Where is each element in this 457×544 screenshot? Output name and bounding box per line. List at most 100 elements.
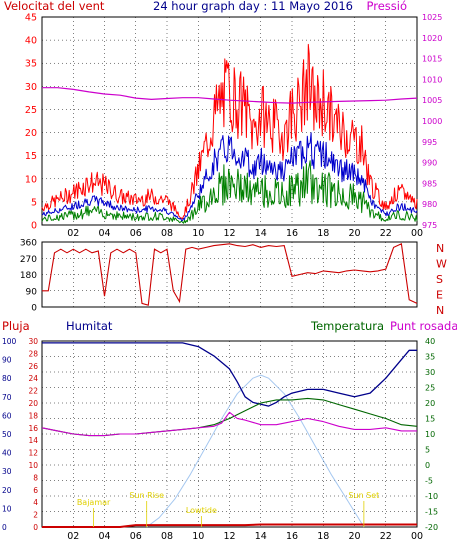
rain-y-tick-label: 24 — [28, 374, 38, 383]
direction-y-tick-label: 180 — [20, 271, 37, 281]
x-tick-label-lower: 02 — [67, 531, 79, 542]
temperature-y-tick-label: 10 — [425, 430, 435, 439]
rain-y-tick-label: 20 — [28, 399, 38, 408]
pressure-y-tick-label: 975 — [422, 221, 437, 230]
pressure-y-tick-label: 990 — [422, 159, 437, 168]
temperature-y-tick-label: 20 — [425, 399, 435, 408]
pressure-axis-label: Pressió — [367, 0, 408, 13]
rain-y-tick-label: 0 — [33, 523, 38, 532]
wind-y-tick-label: 5 — [31, 197, 37, 208]
temperature-y-tick-label: 5 — [425, 446, 430, 455]
x-tick-label-lower: 16 — [286, 531, 298, 542]
lowtide-annotation: Lowtide — [186, 506, 217, 515]
x-tick-label-lower: 08 — [161, 531, 173, 542]
x-tick-label-lower: 18 — [317, 531, 329, 542]
rain-y-tick-label: 14 — [28, 436, 38, 445]
humidity-y-tick-label: 70 — [2, 393, 12, 402]
wind-y-tick-label: 0 — [31, 221, 37, 232]
humidity-y-tick-label: 40 — [2, 449, 12, 458]
pressure-y-tick-label: 1010 — [422, 75, 442, 84]
rain-series — [42, 523, 417, 528]
solar-curve-series — [146, 374, 365, 528]
humidity-y-tick-label: 30 — [2, 467, 12, 476]
compass-letter: W — [436, 258, 447, 271]
temperature-y-tick-label: 40 — [425, 337, 435, 346]
rain-y-tick-label: 28 — [28, 349, 38, 358]
x-tick-label-lower: 04 — [98, 531, 110, 542]
x-tick-label-lower: 10 — [192, 531, 204, 542]
wind-speed-axis-label: Velocitat del vent — [4, 0, 105, 13]
humidity-y-tick-label: 50 — [2, 430, 12, 439]
sunrise-annotation: Sun Rise — [129, 491, 164, 500]
temperature-y-tick-label: -5 — [425, 477, 433, 486]
humidity-series — [42, 342, 417, 407]
x-tick-label-lower: 14 — [255, 531, 267, 542]
rain-y-tick-label: 8 — [33, 473, 38, 482]
x-tick-label-lower: 20 — [348, 531, 360, 542]
pressure-series — [42, 87, 418, 104]
pressure-y-tick-label: 1000 — [422, 117, 442, 126]
wind-y-tick-label: 20 — [25, 128, 37, 139]
direction-y-tick-label: 360 — [20, 239, 37, 249]
wind-direction-series — [42, 242, 418, 306]
rain-y-tick-label: 4 — [33, 498, 38, 507]
direction-y-tick-label: 270 — [20, 255, 37, 265]
x-tick-label-upper: 02 — [67, 228, 79, 239]
rain-y-tick-label: 26 — [28, 362, 38, 371]
rain-y-tick-label: 10 — [28, 461, 38, 470]
humidity-y-tick-label: 90 — [2, 356, 12, 365]
x-tick-label-upper: 18 — [317, 228, 329, 239]
rain-y-tick-label: 18 — [28, 411, 38, 420]
pressure-y-tick-label: 1005 — [422, 96, 442, 105]
bajamar-annotation: Bajamar — [77, 498, 111, 507]
x-tick-label-lower: 06 — [130, 531, 142, 542]
humidity-y-tick-label: 10 — [2, 504, 12, 513]
pressure-y-tick-label: 1015 — [422, 55, 442, 64]
temperature-y-tick-label: -20 — [425, 523, 438, 532]
humidity-y-tick-label: 100 — [2, 337, 17, 346]
direction-y-tick-label: 0 — [31, 304, 37, 314]
compass-letter: N — [436, 304, 444, 317]
rain-y-tick-label: 30 — [28, 337, 38, 346]
humidity-axis-label: Humitat — [66, 319, 113, 333]
x-tick-label-upper: 00 — [411, 228, 423, 239]
x-tick-label-upper: 08 — [161, 228, 173, 239]
humidity-y-tick-label: 60 — [2, 411, 12, 420]
rain-y-tick-label: 2 — [33, 511, 38, 520]
x-tick-label-lower: 00 — [411, 531, 423, 542]
wind-low-series — [41, 160, 418, 224]
wind-y-tick-label: 30 — [25, 82, 37, 93]
x-tick-label-upper: 16 — [286, 228, 298, 239]
wind-gust-series — [41, 43, 418, 220]
temperature-y-tick-label: 0 — [425, 461, 430, 470]
x-tick-label-upper: 14 — [255, 228, 267, 239]
humidity-y-tick-label: 80 — [2, 374, 12, 383]
compass-letter: S — [436, 273, 443, 286]
rain-y-tick-label: 6 — [33, 486, 38, 495]
rain-y-tick-label: 12 — [28, 449, 38, 458]
compass-letter: N — [436, 242, 444, 255]
humidity-y-tick-label: 20 — [2, 486, 12, 495]
wind-y-tick-label: 15 — [25, 151, 37, 162]
wind-y-tick-label: 25 — [25, 105, 37, 116]
rain-y-tick-label: 16 — [28, 424, 38, 433]
x-tick-label-upper: 10 — [192, 228, 204, 239]
sunset-annotation: Sun Set — [348, 491, 379, 500]
pressure-y-tick-label: 1025 — [422, 13, 442, 22]
temperature-y-tick-label: 15 — [425, 415, 435, 424]
direction-y-tick-label: 90 — [26, 287, 38, 297]
x-tick-label-upper: 12 — [223, 228, 235, 239]
temperature-axis-label: Temperatura — [310, 319, 384, 333]
x-tick-label-upper: 04 — [98, 228, 110, 239]
temperature-y-tick-label: 25 — [425, 384, 435, 393]
temperature-y-tick-label: 30 — [425, 368, 435, 377]
x-tick-label-lower: 22 — [380, 531, 392, 542]
compass-letter: E — [436, 289, 443, 302]
rain-axis-label: Pluja — [2, 319, 30, 333]
temperature-y-tick-label: -10 — [425, 492, 438, 501]
wind-average-series — [41, 132, 418, 222]
wind-y-tick-label: 45 — [25, 13, 37, 24]
wind-y-tick-label: 35 — [25, 59, 37, 70]
